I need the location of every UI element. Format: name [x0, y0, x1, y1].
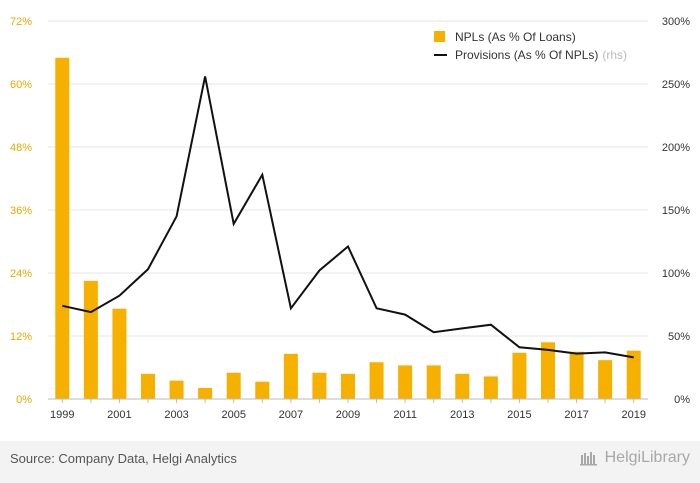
y-left-tick-label: 36%: [10, 205, 32, 217]
x-tick-label: 2015: [507, 409, 531, 421]
library-icon: [579, 452, 597, 466]
x-tick-label: 2003: [164, 409, 188, 421]
bar-2014: [483, 376, 498, 399]
y-left-tick-label: 60%: [10, 79, 32, 91]
bar-2016: [541, 342, 555, 399]
source-note: Source: Company Data, Helgi Analytics: [10, 451, 237, 466]
bar-2005: [226, 372, 241, 399]
y-right-tick-label: 50%: [668, 331, 690, 343]
y-axis-left: 0% 12% 24% 36% 48% 60% 72%: [10, 16, 32, 406]
y-right-tick-label: 300%: [662, 16, 690, 28]
combo-chart: 0% 12% 24% 36% 48% 60% 72% 0% 50% 100% 150% 200% 25…: [10, 16, 690, 421]
brand-name: HelgiLibrary: [604, 449, 690, 466]
bar-2012: [426, 365, 441, 399]
bar-2004: [198, 387, 213, 399]
bar-2009: [341, 373, 355, 399]
bar-1999: [55, 57, 70, 399]
line-series: [62, 76, 634, 359]
legend-label-provisions-main: Provisions (As % Of NPLs): [455, 48, 598, 62]
gridlines: [48, 20, 648, 400]
bar-2003: [169, 380, 184, 399]
y-right-tick-label: 250%: [662, 79, 690, 91]
bar-series: [55, 57, 641, 399]
x-tick-label: 2013: [450, 409, 474, 421]
legend-label-provisions: Provisions (As % Of NPLs) (rhs): [455, 48, 627, 62]
x-tick-label: 2005: [221, 409, 245, 421]
y-axis-right: 0% 50% 100% 150% 200% 250% 300%: [662, 16, 690, 406]
y-left-tick-label: 48%: [10, 142, 32, 154]
footer: Source: Company Data, Helgi Analytics He…: [0, 441, 700, 483]
x-axis: 1999 2001 2003 2005 2007 2009 2011 2013 2015 2017…: [48, 398, 648, 421]
x-tick-label: 2009: [336, 409, 360, 421]
bar-2008: [312, 372, 327, 399]
x-tick-label: 1999: [50, 409, 74, 421]
bar-2002: [141, 373, 155, 399]
bar-2019: [626, 350, 641, 399]
bar-2010: [369, 362, 384, 399]
y-left-tick-label: 12%: [10, 331, 32, 343]
y-left-tick-label: 0%: [16, 394, 32, 406]
legend-swatch-bar: [434, 31, 445, 42]
bar-2017: [569, 351, 584, 399]
x-tick-label: 2017: [564, 409, 588, 421]
y-left-tick-label: 24%: [10, 268, 32, 280]
y-right-tick-label: 100%: [662, 268, 690, 280]
y-right-tick-label: 200%: [662, 142, 690, 154]
y-right-tick-label: 0%: [674, 394, 690, 406]
provisions-line: [62, 76, 634, 359]
bar-2015: [512, 352, 527, 399]
y-left-tick-label: 72%: [10, 16, 32, 28]
bar-2013: [455, 373, 470, 399]
bar-2011: [398, 365, 413, 399]
bar-2000: [83, 280, 98, 399]
y-right-tick-label: 150%: [662, 205, 690, 217]
legend-label-npl: NPLs (As % Of Loans): [455, 30, 576, 44]
bar-2007: [283, 353, 298, 399]
bar-2001: [112, 308, 127, 399]
x-tick-label: 2001: [107, 409, 131, 421]
bar-2006: [255, 381, 270, 399]
x-tick-label: 2007: [279, 409, 303, 421]
x-tick-label: 2011: [393, 409, 417, 421]
bar-2018: [598, 360, 613, 399]
legend-label-rhs: (rhs): [602, 48, 627, 62]
x-tick-label: 2019: [621, 409, 645, 421]
brand-logo[interactable]: HelgiLibrary: [579, 449, 690, 467]
legend: NPLs (As % Of Loans) Provisions (As % Of…: [434, 30, 627, 62]
